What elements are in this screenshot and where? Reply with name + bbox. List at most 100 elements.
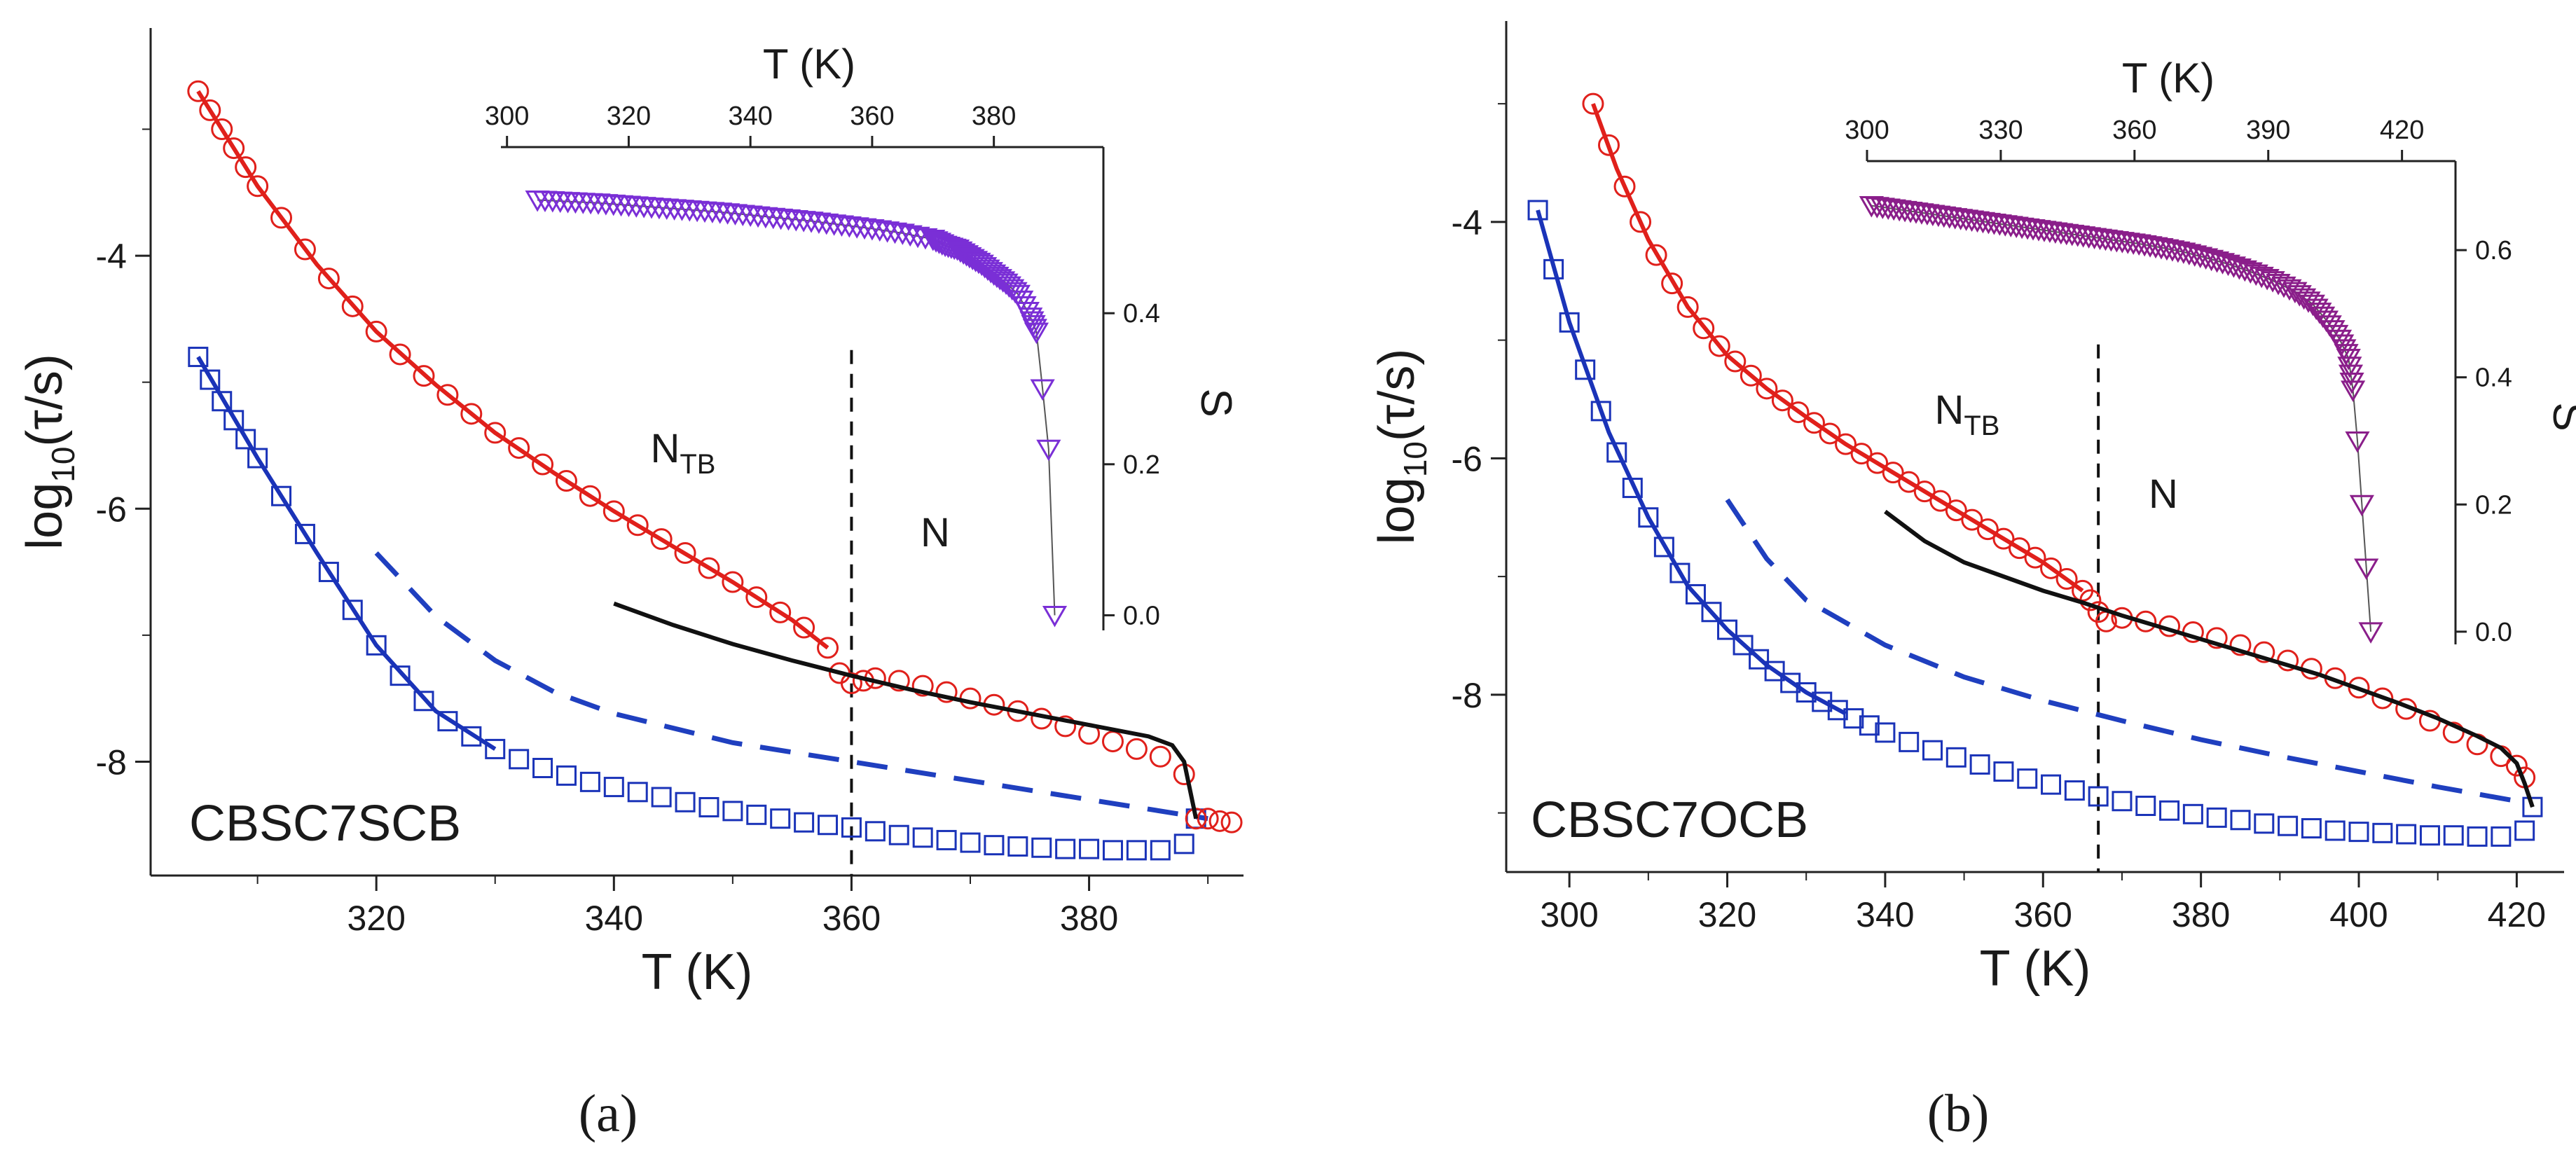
red-circle-point (460, 403, 483, 425)
red-circle-point (2205, 627, 2228, 649)
y-axis-title: log10(τ/s) (1369, 349, 1433, 545)
blue-square-point (2254, 813, 2275, 834)
inset-triangle-point (897, 225, 923, 247)
inset-x-title: T (K) (763, 41, 855, 88)
red-circle-point (2348, 677, 2370, 699)
blue-square-point (1669, 562, 1690, 583)
red-circle-point (317, 268, 340, 290)
blue-square-point (1173, 834, 1194, 855)
blue-square-point (1899, 731, 1920, 752)
inset-x-tick-label: 340 (728, 102, 772, 131)
red-circle-point (1756, 378, 1778, 400)
inset-triangle-point (2358, 622, 2383, 644)
inset-triangle-point (730, 205, 755, 226)
red-circle-point (1913, 480, 1936, 503)
x-tick-label: 400 (2329, 895, 2388, 934)
inset-triangle-point (761, 207, 786, 230)
red-circle-point (1771, 389, 1793, 412)
y-axis-title: log10(τ/s) (17, 354, 81, 550)
red-circle-point (2040, 557, 2062, 579)
inset-triangle-point (2349, 494, 2374, 517)
red-circle-point (211, 118, 233, 140)
red-circle-point (1676, 296, 1699, 318)
inset-triangle-point (2160, 240, 2185, 262)
inset-triangle-point (639, 197, 664, 219)
red-circle-point (1197, 808, 1219, 830)
blue-square-point (698, 796, 719, 817)
blue-square-point (603, 777, 624, 798)
blue-square-point (2088, 786, 2109, 807)
x-tick-label: 340 (1856, 895, 1914, 934)
inset-triangle-point (791, 211, 816, 233)
y-tick-label: -6 (1452, 439, 1482, 478)
red-circle-point (1961, 509, 1983, 531)
inset-triangle-point (2334, 344, 2359, 366)
blue-square-point (1055, 838, 1076, 859)
red-circle-point (2253, 641, 2275, 663)
blue-square-point (1717, 619, 1738, 640)
blue-square-point (1606, 442, 1627, 463)
red-circle-point (911, 675, 934, 697)
red-circle-point (389, 343, 411, 366)
inset-x-tick-label: 300 (485, 102, 529, 131)
blue-square-point (865, 821, 886, 842)
inset-x-tick-label: 360 (850, 102, 894, 131)
inset-triangle-point (2339, 372, 2364, 394)
blue-square-point (818, 815, 839, 836)
blue-square-point (2064, 780, 2085, 801)
y-title-tail: (τ/s) (17, 354, 73, 446)
inset-triangle-point (1022, 319, 1047, 340)
red-circle-point (1976, 518, 1999, 541)
blue-square-point (2396, 824, 2417, 845)
inset-x-tick-label: 330 (1978, 116, 2023, 145)
inset-triangle-point (2238, 262, 2263, 284)
red-circle-point (1208, 810, 1231, 832)
blue-square-point (223, 410, 244, 431)
red-circle-point (555, 470, 577, 492)
red-fit-line (1591, 103, 2084, 593)
blue-square-point (556, 765, 577, 786)
blue-square-point (413, 691, 434, 712)
black-fit-line (613, 601, 1199, 819)
blue-square-point (1559, 312, 1580, 333)
blue-square-point (1749, 649, 1770, 670)
x-tick-label: 320 (1698, 895, 1756, 934)
x-tick-label: 340 (585, 899, 643, 938)
red-circle-point (1992, 527, 2015, 550)
inset-triangle-point (700, 202, 725, 223)
blue-square-point (1079, 838, 1100, 859)
y-tick-label: -8 (96, 742, 127, 782)
red-circle-point (1945, 499, 1967, 522)
red-circle-point (1898, 471, 1920, 493)
inset-y-tick-label: 0.0 (1123, 601, 1160, 630)
phase-label-n: N (921, 510, 950, 555)
red-circle-point (270, 207, 293, 229)
blue-square-point (2135, 796, 2156, 816)
red-circle-point (1693, 317, 1715, 340)
blue-square-point (390, 665, 411, 686)
x-tick-label: 420 (2488, 895, 2546, 934)
chart-panel-2: 300 320 340 360 380 400 420 -4 -6 -8 T (K) log10(τ/… (1369, 21, 2576, 997)
y-title-sub: 10 (1397, 441, 1433, 477)
red-circle-point (769, 601, 792, 623)
red-circle-point (341, 295, 364, 317)
blue-square-point (984, 835, 1005, 856)
red-circle-point (2008, 537, 2030, 560)
blue-dashed-series (374, 551, 1208, 822)
phase-label-ntb: NTB (1934, 387, 1999, 441)
inset-triangle-point (2215, 254, 2241, 277)
panel-label: (a) (579, 1084, 638, 1143)
inset-triangle-point (875, 221, 900, 243)
red-circle-point (1054, 715, 1077, 738)
inset-triangle-point (2254, 269, 2280, 291)
blue-square-point (2182, 803, 2203, 824)
inset-chart: 300 330 360 390 420 0.0 0.2 0.4 0.6 T (K) S (1845, 55, 2576, 647)
blue-square-point (2419, 825, 2440, 846)
red-circle-point (1597, 134, 1620, 156)
red-circle-point (1803, 412, 1825, 434)
inset-triangle-point (852, 218, 877, 240)
inset-x-tick-label: 420 (2380, 116, 2424, 145)
blue-square-point (2278, 815, 2299, 836)
red-circle-point (1645, 244, 1667, 266)
blue-square-point (2017, 768, 2038, 789)
